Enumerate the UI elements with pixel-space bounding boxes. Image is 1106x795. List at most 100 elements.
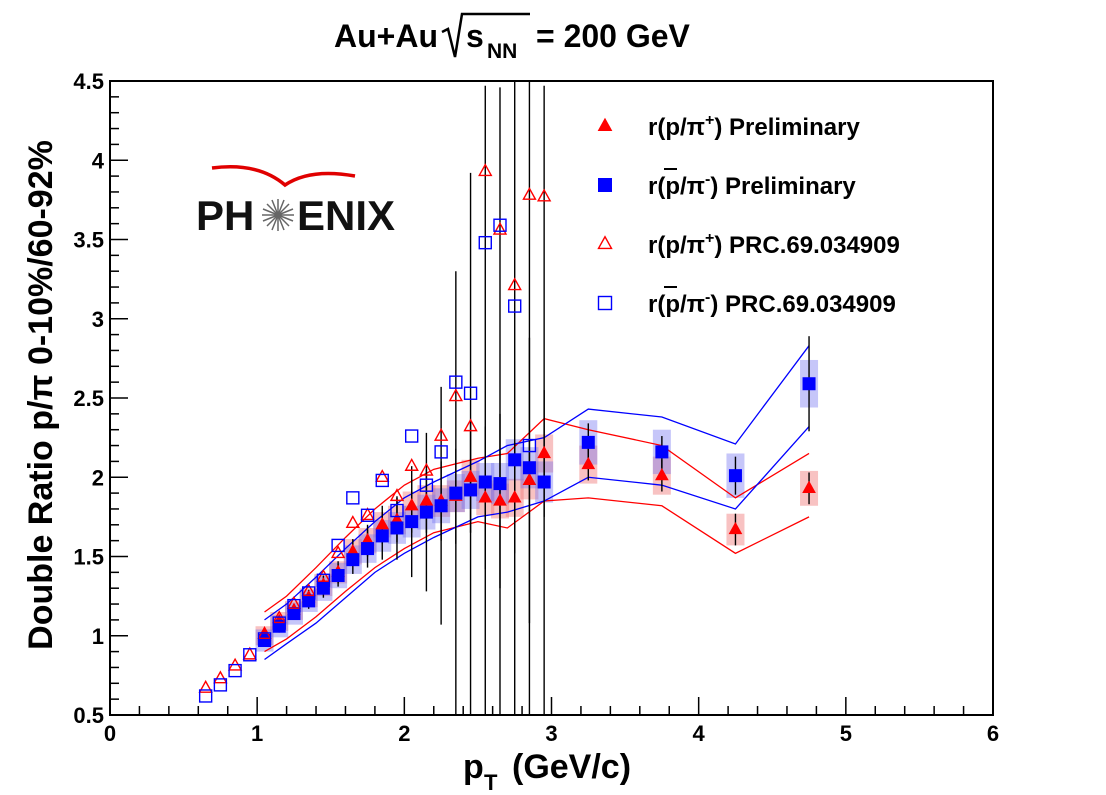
data-point (478, 235, 492, 250)
y-tick-label: 1.5 (73, 545, 104, 570)
data-point (316, 581, 330, 595)
data-point (346, 491, 360, 505)
data-point (728, 521, 743, 535)
legend-label-base: r(p/π (648, 232, 705, 259)
data-point (449, 486, 463, 500)
data-point (508, 453, 522, 467)
data-point (346, 553, 360, 567)
legend-label-base: r(p/π (648, 114, 705, 141)
data-point (375, 473, 389, 488)
title-sqrt-sub: NN (487, 40, 517, 63)
x-tick-label: 2 (398, 721, 410, 746)
logo-starburst (262, 199, 294, 231)
data-point (375, 529, 389, 543)
legend-label: r(p/π+) Preliminary (648, 112, 860, 141)
data-point (257, 632, 272, 646)
data-point (507, 490, 522, 503)
data-point (301, 583, 316, 597)
data-point (655, 467, 669, 481)
data-point (242, 646, 257, 660)
data-point (522, 186, 537, 200)
x-tick-label: 4 (693, 721, 706, 746)
y-tick-label: 4 (92, 148, 105, 173)
y-tick-label: 2.5 (73, 386, 104, 411)
legend-label-sup: - (705, 171, 710, 188)
data-point (375, 469, 390, 483)
data-point (802, 377, 816, 391)
legend-label-rest: ) PRC.69.034909 (714, 232, 899, 259)
x-label-main: p (463, 748, 484, 786)
data-point (286, 595, 302, 609)
legend-label: r(p/π-) PRC.69.034909 (648, 289, 896, 318)
data-point (198, 679, 213, 693)
data-point (478, 163, 493, 177)
title-suffix: = 200 GeV (536, 18, 691, 54)
legend-label: r(p/π-) Preliminary (648, 171, 856, 200)
data-point (228, 663, 242, 678)
data-point (581, 456, 596, 470)
legend-label: r(p/π+) PRC.69.034909 (648, 230, 900, 259)
data-point (507, 277, 522, 291)
legend-label-rest: ) Preliminary (714, 114, 860, 141)
y-tick-label: 3.5 (73, 228, 104, 253)
legend-marker (597, 295, 613, 311)
data-point (213, 678, 228, 692)
ticks: 0 1 2 3 4 5 6 0.5 1 1.5 2 2.5 3 3.5 4 4.5 (73, 69, 999, 746)
data-point (728, 469, 742, 483)
data-point (449, 375, 463, 389)
data-point (404, 498, 419, 511)
data-point (390, 521, 404, 535)
legend-label-rest: ) PRC.69.034909 (710, 291, 895, 318)
data-point (522, 472, 537, 486)
data-point (478, 490, 493, 503)
legend-label-base: r(p/π (648, 291, 705, 318)
data-point (345, 515, 361, 529)
sqrt-radical (441, 12, 530, 58)
data-point (655, 445, 669, 459)
data-point (302, 594, 316, 608)
data-point (361, 542, 375, 556)
legend-label-sup: + (705, 230, 714, 247)
title-prefix: Au+Au (334, 18, 438, 54)
data-point (243, 648, 257, 662)
y-tick-label: 1 (92, 624, 104, 649)
data-point (537, 475, 551, 489)
data-point (331, 538, 345, 553)
legend-label-rest: ) Preliminary (710, 173, 856, 200)
data-point (522, 461, 536, 475)
data-markers (198, 163, 816, 703)
y-tick-label: 3 (92, 307, 104, 332)
logo-text-left: PH (196, 192, 254, 239)
data-point (448, 388, 464, 402)
x-tick-label: 5 (840, 721, 852, 746)
data-point (272, 616, 286, 630)
data-point (389, 488, 405, 502)
y-axis-label: Double Ratio p/π 0-10%/60-92% (22, 140, 60, 650)
data-point (419, 493, 434, 506)
data-point (287, 598, 301, 613)
data-point (581, 435, 595, 449)
x-axis-label: p T (GeV/c) (463, 748, 631, 795)
data-point (316, 568, 331, 582)
data-point (434, 499, 448, 513)
title-sqrt-symbol: s (466, 18, 484, 54)
legend-label-sup: + (705, 112, 714, 129)
data-point (316, 573, 331, 587)
x-label-sub: T (484, 770, 498, 795)
data-point (419, 478, 434, 492)
data-point (360, 508, 375, 522)
logo-arc (211, 165, 356, 188)
x-tick-label: 6 (987, 721, 999, 746)
data-point (301, 586, 316, 600)
data-point (213, 670, 228, 684)
y-tick-label: 2 (92, 465, 104, 490)
data-point (492, 221, 508, 235)
data-point (390, 503, 404, 518)
data-point (433, 427, 449, 441)
data-point (404, 458, 419, 471)
data-point (493, 477, 507, 491)
legend-label-base: r(p/π (648, 173, 705, 200)
data-point (802, 480, 816, 493)
